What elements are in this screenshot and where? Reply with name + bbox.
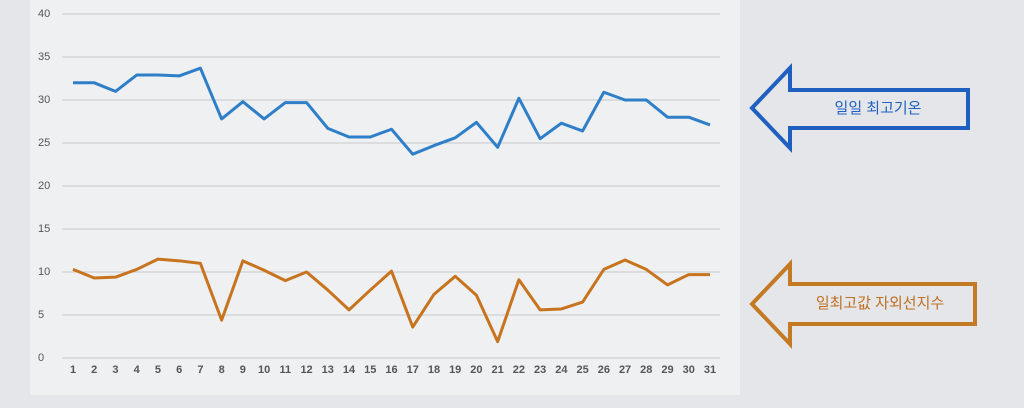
x-tick-label: 27 [619, 364, 631, 376]
series-label: 일일 최고기온 [835, 100, 922, 117]
x-tick-label: 14 [343, 364, 356, 376]
series-line [72, 257, 710, 344]
x-tick-label: 16 [385, 364, 397, 376]
y-tick-label: 0 [38, 352, 44, 364]
plot-background [30, 0, 740, 395]
x-tick-label: 30 [683, 364, 695, 376]
x-tick-label: 4 [134, 364, 141, 376]
y-tick-label: 40 [38, 8, 50, 20]
x-tick-label: 17 [407, 364, 419, 376]
x-tick-label: 21 [492, 364, 504, 376]
y-tick-label: 5 [38, 309, 44, 321]
x-tick-label: 19 [449, 364, 461, 376]
x-tick-label: 12 [300, 364, 312, 376]
x-tick-label: 29 [661, 364, 673, 376]
x-tick-label: 3 [112, 364, 118, 376]
x-tick-label: 1 [70, 364, 76, 376]
y-tick-label: 15 [38, 223, 50, 235]
x-tick-label: 15 [364, 364, 376, 376]
x-tick-label: 9 [240, 364, 246, 376]
x-tick-label: 22 [513, 364, 525, 376]
x-tick-label: 24 [555, 364, 568, 376]
x-tick-label: 2 [91, 364, 97, 376]
x-tick-label: 8 [219, 364, 225, 376]
y-tick-label: 20 [38, 180, 50, 192]
series-line [73, 66, 711, 156]
y-tick-label: 10 [38, 266, 50, 278]
x-tick-label: 31 [704, 364, 716, 376]
x-tick-label: 5 [155, 364, 161, 376]
x-tick-label: 7 [197, 364, 203, 376]
x-tick-label: 26 [598, 364, 610, 376]
annotation-arrow [749, 62, 970, 154]
x-tick-label: 6 [176, 364, 182, 376]
x-tick-label: 13 [322, 364, 334, 376]
x-tick-label: 10 [258, 364, 270, 376]
y-tick-label: 30 [38, 94, 50, 106]
x-tick-label: 28 [640, 364, 652, 376]
x-tick-label: 20 [470, 364, 482, 376]
x-tick-label: 11 [280, 364, 292, 376]
x-tick-label: 23 [534, 364, 546, 376]
y-tick-label: 35 [38, 51, 50, 63]
series-label: 일최고값 자외선지수 [816, 295, 944, 312]
x-tick-label: 25 [576, 364, 588, 376]
x-tick-label: 18 [428, 364, 440, 376]
annotation-arrow [749, 258, 977, 350]
y-tick-label: 25 [38, 137, 50, 149]
